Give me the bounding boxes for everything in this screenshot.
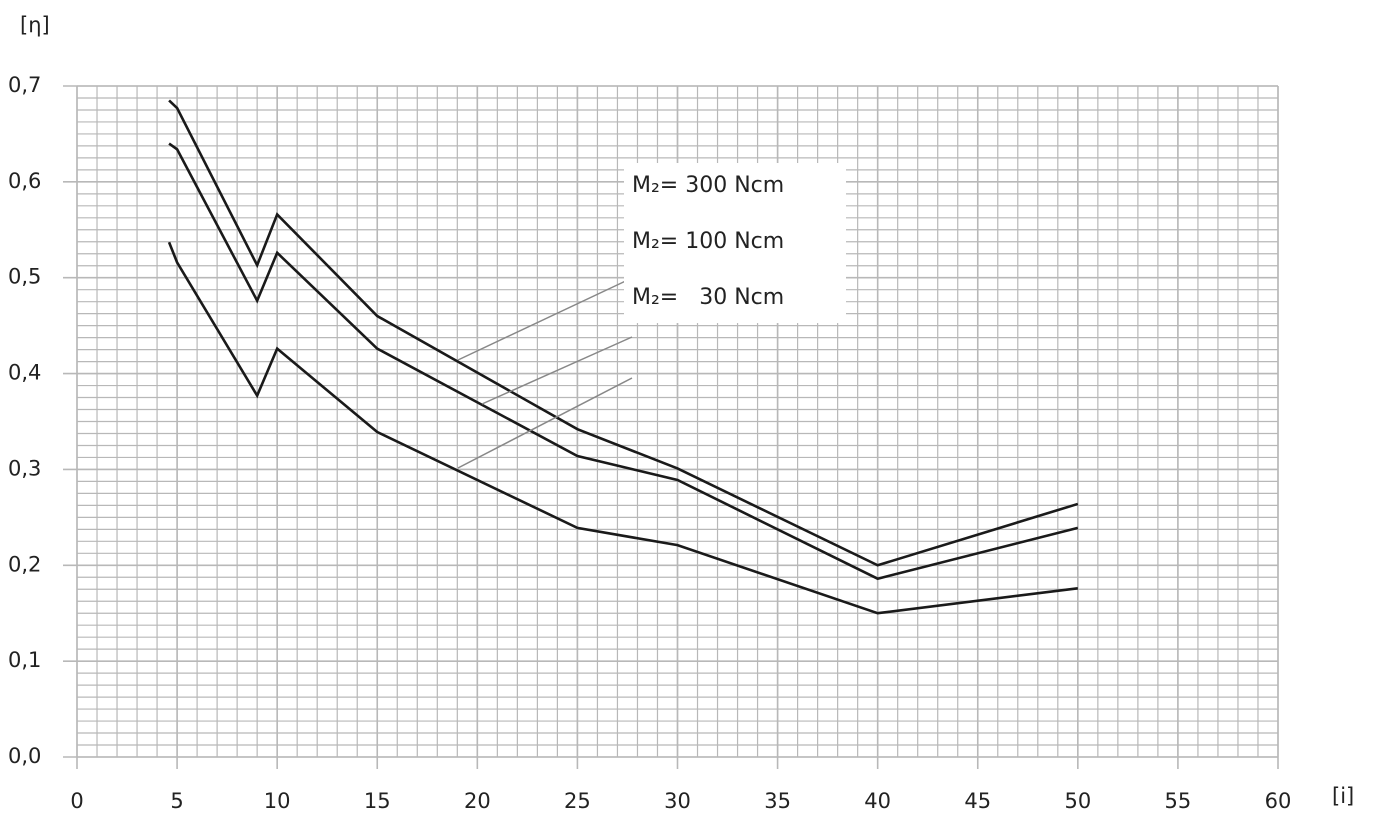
y-tick-label: 0,0 bbox=[8, 744, 41, 768]
x-tick-label: 25 bbox=[564, 789, 591, 813]
x-tick-label: 20 bbox=[464, 789, 491, 813]
leader-line bbox=[457, 377, 633, 469]
series-line bbox=[167, 241, 1078, 615]
x-tick-label: 35 bbox=[764, 789, 791, 813]
leader-line bbox=[457, 277, 633, 361]
series-line bbox=[168, 142, 1079, 581]
x-tick-label: 55 bbox=[1165, 789, 1192, 813]
x-tick-label: 5 bbox=[170, 789, 183, 813]
series-line bbox=[168, 99, 1079, 567]
legend: M₂= 300 Ncm M₂= 100 Ncm M₂= 30 Ncm bbox=[624, 163, 846, 323]
y-tick-label: 0,1 bbox=[8, 648, 41, 672]
x-tick-label: 15 bbox=[364, 789, 391, 813]
legend-box bbox=[624, 163, 846, 323]
legend-label: M₂= 30 Ncm bbox=[632, 285, 784, 310]
x-axis-label: [i] bbox=[1332, 784, 1354, 808]
series-lines bbox=[167, 99, 1079, 615]
legend-label: M₂= 300 Ncm bbox=[632, 173, 784, 198]
y-tick-label: 0,3 bbox=[8, 456, 41, 480]
x-tick-label: 50 bbox=[1064, 789, 1091, 813]
y-tick-label: 0,7 bbox=[8, 73, 41, 97]
x-tick-label: 60 bbox=[1265, 789, 1292, 813]
y-tick-label: 0,5 bbox=[8, 265, 41, 289]
x-tick-label: 10 bbox=[264, 789, 291, 813]
x-tick-label: 30 bbox=[664, 789, 691, 813]
x-tick-label: 45 bbox=[964, 789, 991, 813]
leader-lines bbox=[457, 277, 633, 469]
legend-label: M₂= 100 Ncm bbox=[632, 229, 784, 254]
x-tick-label: 40 bbox=[864, 789, 891, 813]
x-tick-label: 0 bbox=[70, 789, 83, 813]
y-tick-label: 0,2 bbox=[8, 552, 41, 576]
y-tick-label: 0,6 bbox=[8, 169, 41, 193]
leader-line bbox=[481, 336, 633, 405]
y-tick-label: 0,4 bbox=[8, 361, 41, 385]
y-axis-label: [η] bbox=[20, 13, 50, 37]
